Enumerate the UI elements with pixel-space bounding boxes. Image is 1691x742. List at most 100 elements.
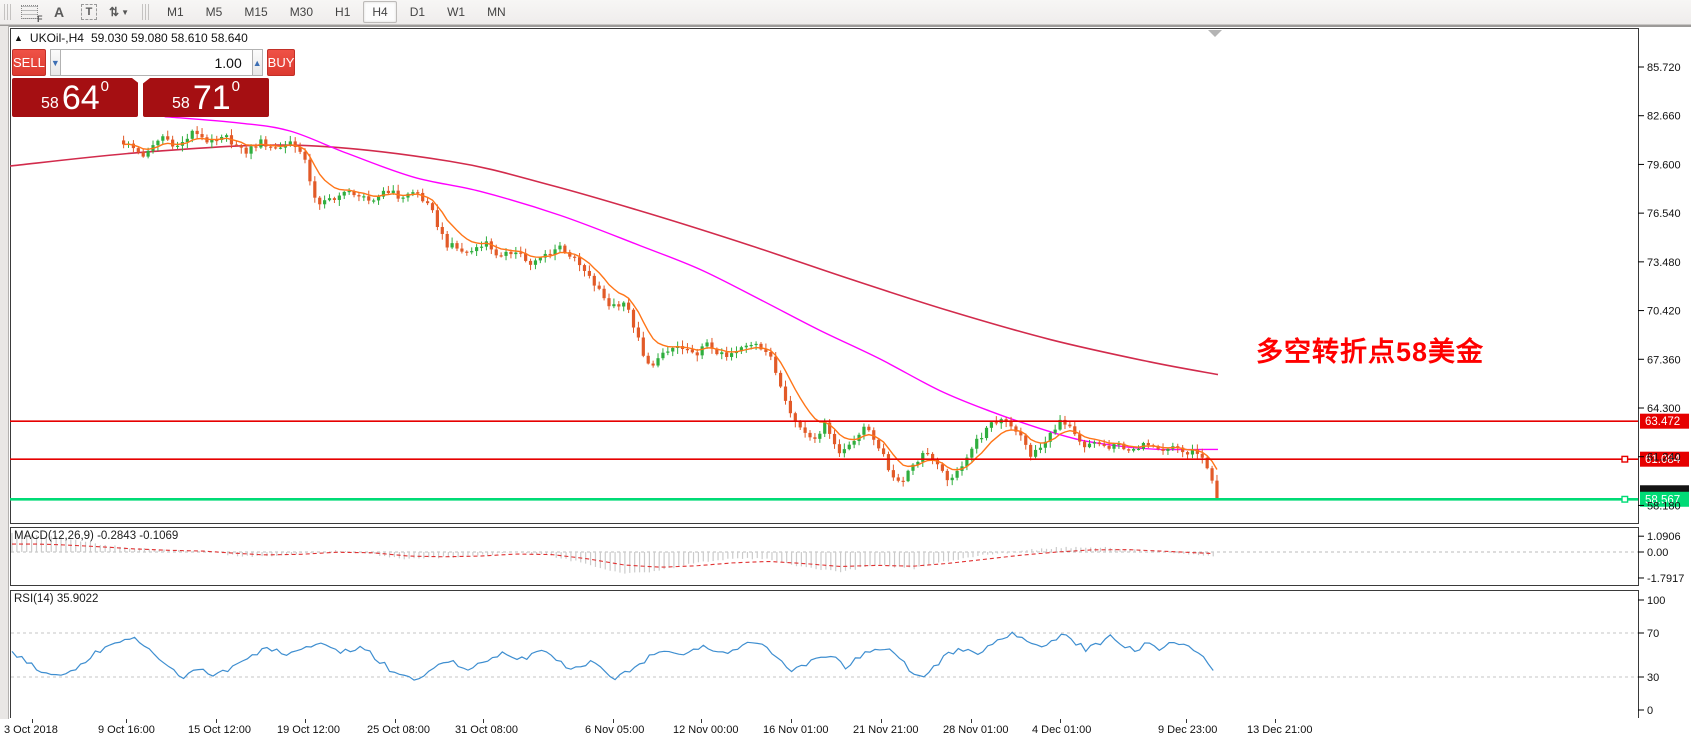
ohlc-values: 59.030 59.080 58.610 58.640 <box>90 31 248 45</box>
price-axis[interactable] <box>1640 28 1691 718</box>
volume-input[interactable] <box>60 49 252 76</box>
timeframe-m15[interactable]: M15 <box>244 5 268 19</box>
grid-icon: F <box>20 5 43 24</box>
shapes-icon: ⇅ <box>109 5 120 19</box>
toolbar-grip[interactable] <box>4 4 12 20</box>
time-label: 16 Nov 01:00 <box>763 724 829 736</box>
time-axis[interactable]: 3 Oct 2018 9 Oct 16:00 15 Oct 12:00 19 Oct … <box>0 719 1691 742</box>
window-left-edge <box>0 26 9 742</box>
sell-button[interactable]: SELL <box>12 49 46 76</box>
macd-pane[interactable] <box>10 527 1639 586</box>
timeframe-m1[interactable]: M1 <box>167 5 184 19</box>
buy-button[interactable]: BUY <box>266 49 296 76</box>
macd-plot <box>11 532 1638 574</box>
time-tick <box>126 719 127 723</box>
scroll-marker-icon <box>1208 30 1222 37</box>
svg-text:100: 100 <box>1647 595 1665 607</box>
ma-mid-line <box>164 115 1218 451</box>
text-icon: T <box>81 4 97 20</box>
time-tick <box>1060 719 1061 723</box>
chart-title: ▲ UKOil-,H4 59.030 59.080 58.610 58.640 <box>14 31 248 45</box>
chart-annotation-text: 多空转折点58美金 <box>1256 337 1485 367</box>
time-tick <box>1186 719 1187 723</box>
time-tick <box>305 719 306 723</box>
time-label: 9 Dec 23:00 <box>1158 724 1218 736</box>
buy-price-prefix: 58 <box>172 95 190 112</box>
shapes-tool-icon[interactable]: ⇅ ▼ <box>106 2 132 23</box>
time-label: 15 Oct 12:00 <box>188 724 251 736</box>
candles <box>122 126 1219 501</box>
svg-text:73.480: 73.480 <box>1647 257 1681 269</box>
timeframe-mn[interactable]: MN <box>487 5 506 19</box>
main-pane[interactable] <box>10 28 1639 524</box>
time-tick <box>791 719 792 723</box>
time-tick <box>701 719 702 723</box>
buy-price-box[interactable]: 58 71 0 <box>143 78 269 117</box>
time-tick <box>32 719 33 723</box>
timeframe-h1[interactable]: H1 <box>335 5 351 19</box>
sell-price-pipette: 0 <box>100 78 109 95</box>
svg-text:0.00: 0.00 <box>1647 547 1668 559</box>
svg-text:82.660: 82.660 <box>1647 111 1681 123</box>
svg-text:-1.7917: -1.7917 <box>1647 573 1684 585</box>
time-tick <box>881 719 882 723</box>
volume-decrease-button[interactable]: ▼ <box>49 49 61 76</box>
time-tick <box>483 719 484 723</box>
time-label: 28 Nov 01:00 <box>943 724 1009 736</box>
trade-prices-row: 58 64 0 58 71 0 <box>12 78 269 117</box>
svg-text:85.720: 85.720 <box>1647 62 1681 74</box>
time-label: 21 Nov 21:00 <box>853 724 919 736</box>
svg-text:70.420: 70.420 <box>1647 306 1681 318</box>
time-label: 13 Dec 21:00 <box>1247 724 1313 736</box>
time-label: 19 Oct 12:00 <box>277 724 340 736</box>
chart-grid-icon[interactable]: F <box>16 2 43 24</box>
sell-price-box[interactable]: 58 64 0 <box>12 78 138 117</box>
time-tick <box>613 719 614 723</box>
volume-increase-button[interactable]: ▲ <box>251 49 263 76</box>
collapse-triangle-icon[interactable]: ▲ <box>14 33 23 43</box>
time-tick <box>395 719 396 723</box>
time-label: 4 Dec 01:00 <box>1032 724 1092 736</box>
trade-controls-row: SELL ▼ ▲ BUY <box>12 49 296 76</box>
svg-text:61.084: 61.084 <box>1645 454 1681 466</box>
sell-price-prefix: 58 <box>41 95 59 112</box>
svg-text:76.540: 76.540 <box>1647 208 1681 220</box>
timeframe-h4[interactable]: H4 <box>363 1 397 23</box>
arrow-tool-icon[interactable]: A <box>53 4 65 20</box>
time-label: 31 Oct 08:00 <box>455 724 518 736</box>
price-levels[interactable]: 63.472 61.084 58.567 <box>10 413 1689 507</box>
macd-signal-line <box>12 543 1214 568</box>
chevron-down-icon: ▼ <box>121 7 129 17</box>
rsi-line <box>11 631 1214 681</box>
rsi-plot <box>11 631 1638 681</box>
chart-canvas[interactable]: 63.472 61.084 58.567 85.720 82.660 79.600 76.5… <box>10 28 1691 718</box>
svg-text:1.0906: 1.0906 <box>1647 531 1681 543</box>
svg-text:63.472: 63.472 <box>1645 416 1680 428</box>
buy-price-big: 71 <box>192 79 231 118</box>
time-tick <box>971 719 972 723</box>
svg-text:58.180: 58.180 <box>1647 500 1681 512</box>
macd-indicator-label: MACD(12,26,9) -0.2843 -0.1069 <box>14 530 179 542</box>
svg-text:70: 70 <box>1647 628 1659 640</box>
svg-text:64.300: 64.300 <box>1647 403 1681 415</box>
text-label-icon[interactable]: T <box>76 2 102 23</box>
time-tick <box>1275 719 1276 723</box>
timeframe-m30[interactable]: M30 <box>289 5 314 19</box>
timeframe-w1[interactable]: W1 <box>447 5 466 19</box>
toolbar-separator <box>142 4 150 20</box>
time-label: 3 Oct 2018 <box>4 724 58 736</box>
symbol-period-label: UKOil-,H4 <box>29 31 84 45</box>
main-plot <box>10 115 1219 501</box>
timeframe-m5[interactable]: M5 <box>205 5 223 19</box>
buy-price-pipette: 0 <box>231 78 240 95</box>
svg-text:30: 30 <box>1647 672 1659 684</box>
timeframe-d1[interactable]: D1 <box>409 5 426 19</box>
svg-text:58.567: 58.567 <box>1645 494 1680 506</box>
sell-price-big: 64 <box>61 79 100 118</box>
ma-fast-line <box>123 137 1218 471</box>
time-label: 12 Nov 00:00 <box>673 724 739 736</box>
time-tick <box>216 719 217 723</box>
time-label: 25 Oct 08:00 <box>367 724 430 736</box>
